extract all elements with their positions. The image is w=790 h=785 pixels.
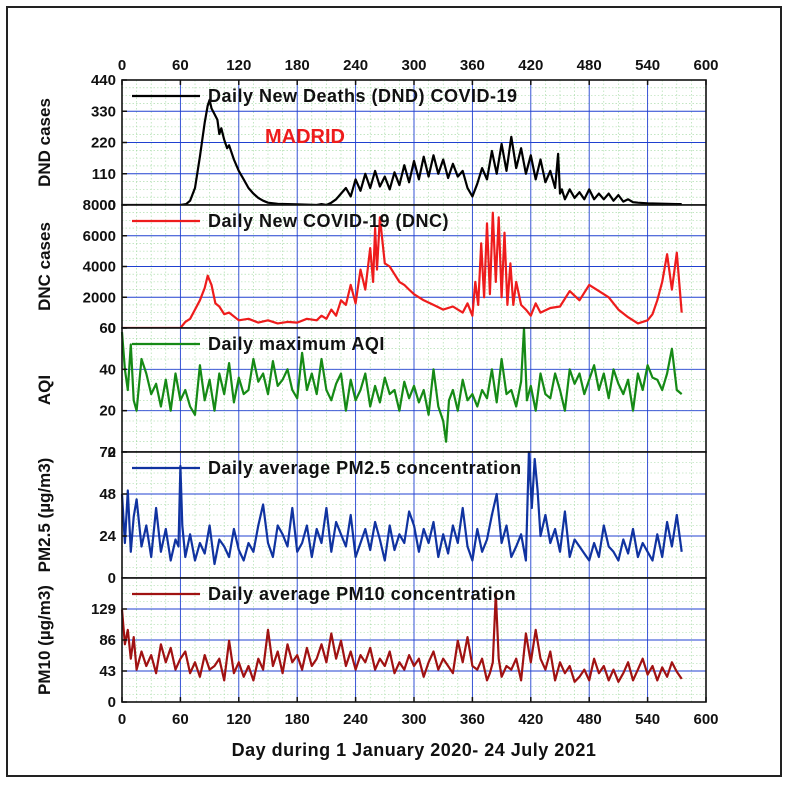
panel-pm25: Daily average PM2.5 concentration 0 24 48 72… — [35, 444, 707, 587]
legend-label-aqi: Daily maximum AQI — [208, 334, 385, 354]
y-tick-label: 2000 — [83, 289, 116, 306]
series-line-aqi — [120, 326, 683, 443]
panel-dnd: Daily New Deaths (DND) COVID-19 0 110 220 33… — [35, 72, 707, 214]
y-tick-label: 0 — [108, 444, 116, 461]
figure-frame — [6, 6, 782, 777]
legend-label-dnc: Daily New COVID-19 (DNC) — [208, 211, 449, 231]
y-tick-label: 72 — [99, 444, 116, 461]
x-tick-label-bottom: 180 — [285, 711, 310, 728]
y-tick-label: 0 — [108, 197, 116, 214]
x-tick-label-top: 60 — [172, 57, 189, 74]
y-tick-label: 330 — [91, 103, 116, 120]
y-tick-label: 43 — [99, 663, 116, 680]
y-axis-label-pm10: PM10 (µg/m3) — [35, 585, 54, 695]
y-tick-label: 129 — [91, 601, 116, 618]
y-tick-label: 0 — [108, 570, 116, 587]
series-line-pm25 — [120, 450, 683, 566]
y-tick-label: 40 — [99, 361, 116, 378]
y-tick-label: 440 — [91, 72, 116, 89]
x-tick-label-bottom: 480 — [577, 711, 602, 728]
y-tick-label: 0 — [108, 320, 116, 337]
y-axis-label-dnd: DND cases — [35, 98, 54, 187]
y-tick-label: 86 — [99, 632, 116, 649]
x-tick-label-top: 480 — [577, 57, 602, 74]
y-axis-label-pm25: PM2.5 (µg/m3) — [35, 458, 54, 573]
panel-pm10: Daily average PM10 concentration 0 43 86 129… — [35, 577, 707, 711]
x-tick-label-bottom: 540 — [635, 711, 660, 728]
x-tick-label-bottom: 0 — [118, 711, 126, 728]
legend-label-dnd: Daily New Deaths (DND) COVID-19 — [208, 86, 518, 106]
x-tick-label-top: 420 — [518, 57, 543, 74]
series-line-dnc — [122, 211, 683, 330]
series-line-pm10 — [120, 592, 683, 683]
x-tick-label-bottom: 120 — [226, 711, 251, 728]
x-tick-label-top: 120 — [226, 57, 251, 74]
x-tick-label-bottom: 420 — [518, 711, 543, 728]
x-tick-label-top: 540 — [635, 57, 660, 74]
annotation-madrid: MADRID — [265, 126, 345, 148]
x-tick-label-bottom: 60 — [172, 711, 189, 728]
y-tick-label: 20 — [99, 403, 116, 420]
x-axis-label: Day during 1 January 2020- 24 July 2021 — [232, 740, 597, 760]
y-tick-label: 110 — [92, 166, 116, 183]
y-tick-label: 220 — [91, 135, 116, 152]
x-tick-label-top: 600 — [693, 57, 718, 74]
x-tick-label-bottom: 600 — [693, 711, 718, 728]
y-axis-label-dnc: DNC cases — [35, 222, 54, 311]
y-tick-label: 6000 — [83, 228, 116, 245]
y-tick-label: 8000 — [83, 197, 116, 214]
y-tick-label: 48 — [99, 486, 116, 503]
x-tick-label-bottom: 300 — [401, 711, 426, 728]
panel-aqi: Daily maximum AQI 0 20 40 60 AQI — [35, 320, 707, 461]
x-tick-label-bottom: 240 — [343, 711, 368, 728]
legend-label-pm25: Daily average PM2.5 concentration — [208, 458, 522, 478]
x-tick-label-top: 300 — [401, 57, 426, 74]
x-tick-label-top: 180 — [285, 57, 310, 74]
y-tick-label: 24 — [99, 528, 116, 545]
y-tick-label: 60 — [99, 320, 116, 337]
x-tick-label-top: 0 — [118, 57, 126, 74]
legend-label-pm10: Daily average PM10 concentration — [208, 584, 516, 604]
panel-dnc: Daily New COVID-19 (DNC) 0 2000 4000 6000 800… — [35, 197, 707, 337]
y-axis-label-aqi: AQI — [35, 375, 54, 405]
y-tick-label: 0 — [108, 694, 116, 711]
x-tick-label-bottom: 360 — [460, 711, 485, 728]
series-line-dnd — [122, 98, 682, 207]
x-tick-label-top: 240 — [343, 57, 368, 74]
y-tick-label: 4000 — [83, 259, 116, 276]
x-tick-label-top: 360 — [460, 57, 485, 74]
